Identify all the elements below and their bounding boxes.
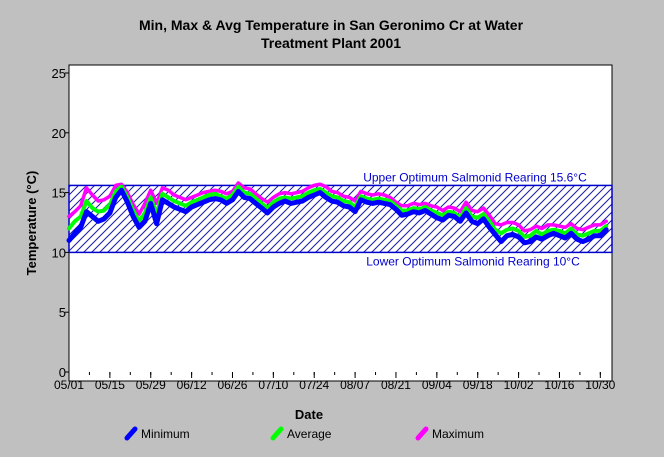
chart-title-line-2: Treatment Plant 2001 xyxy=(261,35,401,51)
y-tick-label: 10 xyxy=(52,245,66,260)
x-tick-label: 10/30 xyxy=(585,378,615,392)
x-tick-label: 10/16 xyxy=(544,378,574,392)
series-line-minimum xyxy=(66,187,609,246)
x-tick-label: 07/10 xyxy=(258,378,288,392)
series-layer xyxy=(66,181,609,246)
series-line-maximum xyxy=(67,181,608,233)
x-tick-label: 05/29 xyxy=(136,378,166,392)
legend-swatch-minimum xyxy=(124,426,138,441)
x-tick-label: 08/07 xyxy=(340,378,370,392)
y-axis: 0 5 10 15 20 25 xyxy=(52,66,69,380)
legend-label-maximum: Maximum xyxy=(432,427,484,441)
x-tick-label: 07/24 xyxy=(299,378,329,392)
x-tick-label: 06/26 xyxy=(217,378,247,392)
y-tick-label: 0 xyxy=(59,365,66,380)
x-axis-label: Date xyxy=(295,407,323,422)
legend-label-average: Average xyxy=(287,427,332,441)
y-axis-label: Temperature (°C) xyxy=(24,171,39,276)
x-tick-label: 10/02 xyxy=(504,378,534,392)
legend-swatch-maximum xyxy=(415,426,429,441)
y-tick-label: 5 xyxy=(59,305,66,320)
legend: Minimum Average Maximum xyxy=(124,426,484,441)
x-tick-label: 05/01 xyxy=(54,378,84,392)
y-tick-label: 15 xyxy=(52,186,66,201)
x-tick-label: 06/12 xyxy=(177,378,207,392)
x-tick-label: 05/15 xyxy=(95,378,125,392)
x-tick-label: 09/04 xyxy=(422,378,452,392)
x-tick-label: 09/18 xyxy=(463,378,493,392)
x-tick-label: 08/21 xyxy=(381,378,411,392)
legend-swatch-average xyxy=(270,426,284,441)
band-lower-label: Lower Optimum Salmonid Rearing 10°C xyxy=(366,254,580,268)
chart-title-line-1: Min, Max & Avg Temperature in San Geroni… xyxy=(139,17,524,33)
band-upper-label: Upper Optimum Salmonid Rearing 15.6°C xyxy=(363,170,587,184)
y-tick-label: 25 xyxy=(52,66,66,81)
y-tick-label: 20 xyxy=(52,126,66,141)
legend-label-minimum: Minimum xyxy=(141,427,190,441)
x-axis: 05/01 05/15 05/29 06/12 06/26 07/10 07/24 08/07… xyxy=(54,372,616,392)
